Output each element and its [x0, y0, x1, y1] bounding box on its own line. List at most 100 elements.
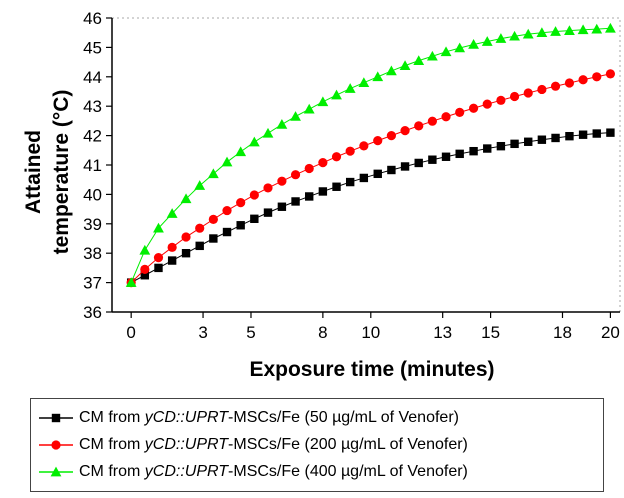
data-point	[304, 163, 314, 174]
y-tick-label: 44	[83, 68, 102, 87]
series-line	[130, 132, 611, 284]
data-point	[428, 155, 437, 164]
data-point	[236, 198, 246, 208]
y-tick-label: 46	[83, 9, 102, 28]
data-point	[248, 136, 260, 147]
legend-label-prefix: CM from	[79, 408, 145, 426]
legend-item: CM from yCD::UPRT-MSCs/Fe (50 µg/mL of V…	[39, 404, 603, 431]
legend-label-italic: yCD::UPRT	[144, 408, 229, 426]
x-tick-label: 20	[601, 323, 620, 342]
data-point	[551, 133, 560, 143]
data-point	[468, 39, 479, 49]
data-point	[564, 78, 575, 88]
data-point	[550, 26, 561, 36]
data-point	[536, 27, 548, 38]
data-point	[263, 183, 273, 193]
y-tick-label: 36	[83, 303, 102, 322]
legend-swatch	[39, 466, 73, 476]
data-point	[140, 264, 150, 274]
data-point	[222, 205, 232, 216]
data-point	[139, 244, 151, 255]
data-point	[318, 158, 328, 168]
data-point	[606, 128, 615, 137]
data-point	[167, 256, 177, 265]
data-point	[373, 135, 383, 146]
y-axis-title-line1: Attained	[22, 130, 45, 214]
data-point	[496, 141, 506, 151]
x-tick-label: 5	[246, 323, 255, 342]
data-point	[427, 116, 437, 126]
axes	[111, 17, 621, 313]
data-point	[578, 130, 588, 139]
data-point	[413, 55, 425, 65]
x-tick-label: 0	[126, 323, 135, 342]
data-point	[537, 84, 547, 95]
legend-label: CM from yCD::UPRT-MSCs/Fe (200 µg/mL of …	[79, 436, 468, 454]
data-point	[386, 65, 397, 76]
series-square	[126, 128, 615, 287]
data-point	[550, 81, 561, 91]
data-point	[262, 127, 274, 138]
data-point	[426, 50, 438, 61]
legend-label-prefix: CM from	[79, 462, 145, 480]
data-point	[455, 107, 465, 117]
series-triangle	[125, 22, 616, 287]
data-point	[345, 146, 355, 156]
data-point	[166, 208, 178, 218]
data-point	[509, 91, 520, 102]
data-point	[400, 162, 410, 171]
data-point	[468, 103, 479, 113]
data-point	[140, 271, 150, 280]
legend: CM from yCD::UPRT-MSCs/Fe (50 µg/mL of V…	[30, 398, 604, 492]
data-point	[372, 71, 384, 82]
data-point	[482, 99, 492, 109]
data-point	[414, 121, 424, 131]
y-tick-label: 42	[83, 127, 102, 146]
data-point	[236, 221, 245, 230]
legend-item: CM from yCD::UPRT-MSCs/Fe (400 µg/mL of …	[39, 458, 603, 485]
legend-swatch	[39, 439, 73, 450]
data-point	[277, 176, 287, 186]
legend-marker	[51, 413, 61, 422]
x-axis-title: Exposure time (minutes)	[249, 358, 494, 381]
x-tick-label: 8	[318, 323, 327, 342]
legend-label-suffix: -MSCs/Fe (200 µg/mL of Venofer)	[228, 435, 468, 453]
y-tick-label: 43	[83, 97, 102, 116]
data-point	[291, 197, 300, 206]
legend-label-prefix: CM from	[79, 435, 145, 453]
data-point	[331, 89, 342, 100]
legend-label-italic: yCD::UPRT	[144, 435, 229, 453]
legend-label-suffix: -MSCs/Fe (50 µg/mL of Venofer)	[228, 408, 459, 426]
chart: 36 37 38 39 40 41 42 43 44 45 46 0 3 5 8 10 13 15 18 20 Exp…	[22, 9, 621, 381]
legend-marker	[50, 466, 62, 476]
data-point	[591, 23, 603, 34]
data-point	[359, 141, 369, 151]
legend-marker	[51, 439, 61, 450]
data-point	[263, 208, 273, 217]
data-point	[305, 192, 314, 201]
data-point	[249, 190, 259, 200]
x-tick-label: 18	[553, 323, 572, 342]
data-point	[577, 24, 589, 35]
y-axis-title: Attained temperature (°C)	[22, 90, 73, 255]
data-point	[154, 263, 163, 273]
data-point	[496, 95, 506, 105]
data-point	[181, 249, 191, 258]
data-point	[373, 169, 382, 179]
data-point	[454, 42, 466, 53]
x-tick-label: 13	[433, 323, 452, 342]
data-point	[524, 137, 533, 146]
data-point	[510, 139, 519, 149]
y-tick-label: 37	[83, 274, 102, 293]
data-point	[345, 177, 355, 187]
data-point	[523, 88, 533, 98]
series-layer	[125, 22, 616, 288]
data-point	[495, 33, 507, 43]
data-point	[565, 131, 574, 141]
data-point	[578, 75, 588, 85]
data-point	[522, 28, 534, 39]
legend-swatch	[39, 413, 73, 422]
series-line	[130, 73, 611, 283]
data-point	[303, 103, 315, 114]
data-point	[344, 83, 356, 93]
